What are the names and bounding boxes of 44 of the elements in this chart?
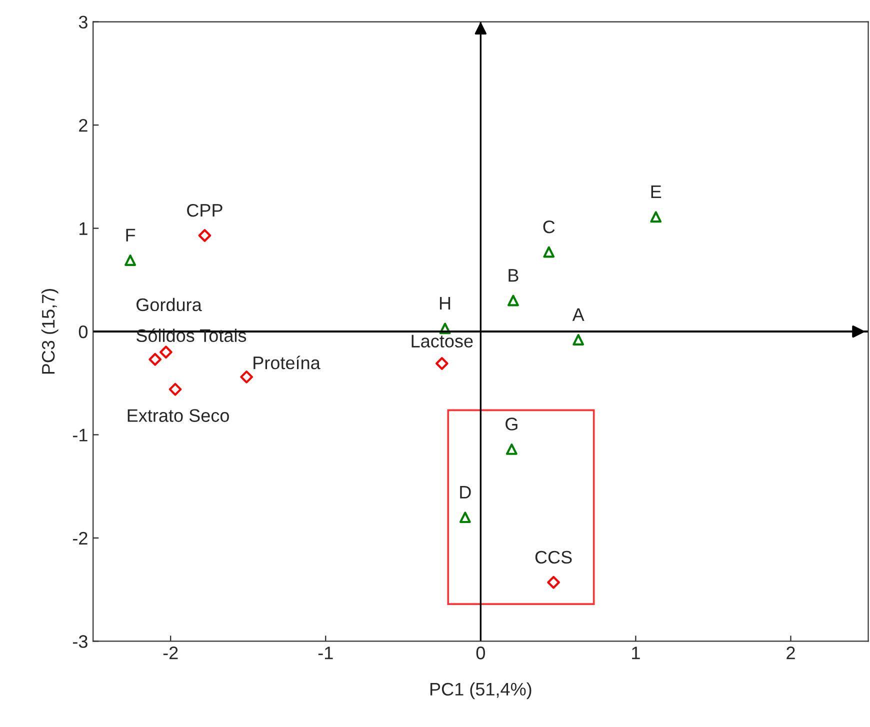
point bbox=[148, 352, 162, 366]
annotation: Extrato Seco bbox=[128, 409, 229, 422]
x-tick-label: -1 bbox=[318, 646, 333, 660]
point bbox=[168, 382, 182, 396]
point bbox=[543, 246, 555, 258]
point bbox=[240, 370, 253, 384]
annotation: Lactose bbox=[412, 334, 473, 348]
annotation: B bbox=[508, 269, 518, 282]
x-tick-label: 0 bbox=[476, 646, 485, 660]
point bbox=[547, 576, 560, 589]
y-tick-label: -2 bbox=[72, 532, 88, 545]
x-tick-label: 1 bbox=[632, 646, 640, 660]
annotation: E bbox=[651, 186, 662, 198]
point bbox=[160, 346, 172, 359]
annotation: H bbox=[440, 297, 450, 310]
y-axis-title: PC3 (15,7) bbox=[41, 288, 58, 374]
x-tick-label: 2 bbox=[786, 646, 795, 660]
x-tick-label: -2 bbox=[163, 646, 178, 660]
y-tick-label: 0 bbox=[78, 325, 88, 338]
annotation: CPP bbox=[187, 204, 222, 217]
y-tick-label: -1 bbox=[72, 428, 88, 442]
y-tick-label: 1 bbox=[80, 222, 88, 235]
annotation: CCS bbox=[535, 550, 572, 564]
y-tick-label: 3 bbox=[78, 16, 88, 29]
annotation: Proteína bbox=[254, 356, 320, 370]
point bbox=[508, 294, 519, 306]
annotation: Sólidos Totais bbox=[136, 328, 246, 342]
x-axis-title: PC1 (51,4%) bbox=[430, 682, 532, 700]
y-tick-label: -3 bbox=[72, 635, 88, 648]
y-tick-label: 2 bbox=[79, 118, 88, 132]
point bbox=[439, 322, 451, 334]
point bbox=[572, 334, 584, 346]
annotation: D bbox=[460, 486, 471, 498]
point bbox=[506, 443, 518, 455]
annotation: F bbox=[126, 228, 136, 242]
annotation: G bbox=[506, 418, 518, 430]
annotation: C bbox=[543, 220, 555, 234]
annotation: Gordura bbox=[136, 298, 202, 312]
point bbox=[650, 211, 662, 223]
point bbox=[435, 357, 448, 370]
point bbox=[124, 254, 136, 266]
point bbox=[459, 512, 471, 524]
annotation: A bbox=[572, 308, 584, 321]
point bbox=[198, 229, 212, 242]
